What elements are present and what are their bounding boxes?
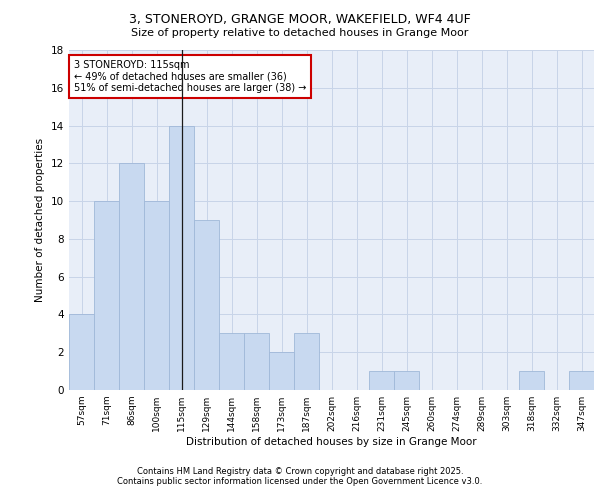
Bar	[144, 201, 169, 390]
Bar	[69, 314, 94, 390]
Bar	[394, 371, 419, 390]
Text: 3 STONEROYD: 115sqm
← 49% of detached houses are smaller (36)
51% of semi-detach: 3 STONEROYD: 115sqm ← 49% of detached ho…	[74, 60, 307, 94]
Y-axis label: Number of detached properties: Number of detached properties	[35, 138, 46, 302]
Bar	[244, 334, 269, 390]
Bar	[119, 164, 144, 390]
X-axis label: Distribution of detached houses by size in Grange Moor: Distribution of detached houses by size …	[186, 437, 477, 447]
Text: 3, STONEROYD, GRANGE MOOR, WAKEFIELD, WF4 4UF: 3, STONEROYD, GRANGE MOOR, WAKEFIELD, WF…	[129, 12, 471, 26]
Bar	[294, 334, 319, 390]
Text: Size of property relative to detached houses in Grange Moor: Size of property relative to detached ho…	[131, 28, 469, 38]
Bar	[269, 352, 294, 390]
Bar	[169, 126, 194, 390]
Bar	[519, 371, 544, 390]
Bar	[569, 371, 594, 390]
Bar	[219, 334, 244, 390]
Bar	[369, 371, 394, 390]
Bar	[94, 201, 119, 390]
Text: Contains HM Land Registry data © Crown copyright and database right 2025.: Contains HM Land Registry data © Crown c…	[137, 467, 463, 476]
Text: Contains public sector information licensed under the Open Government Licence v3: Contains public sector information licen…	[118, 477, 482, 486]
Bar	[194, 220, 219, 390]
